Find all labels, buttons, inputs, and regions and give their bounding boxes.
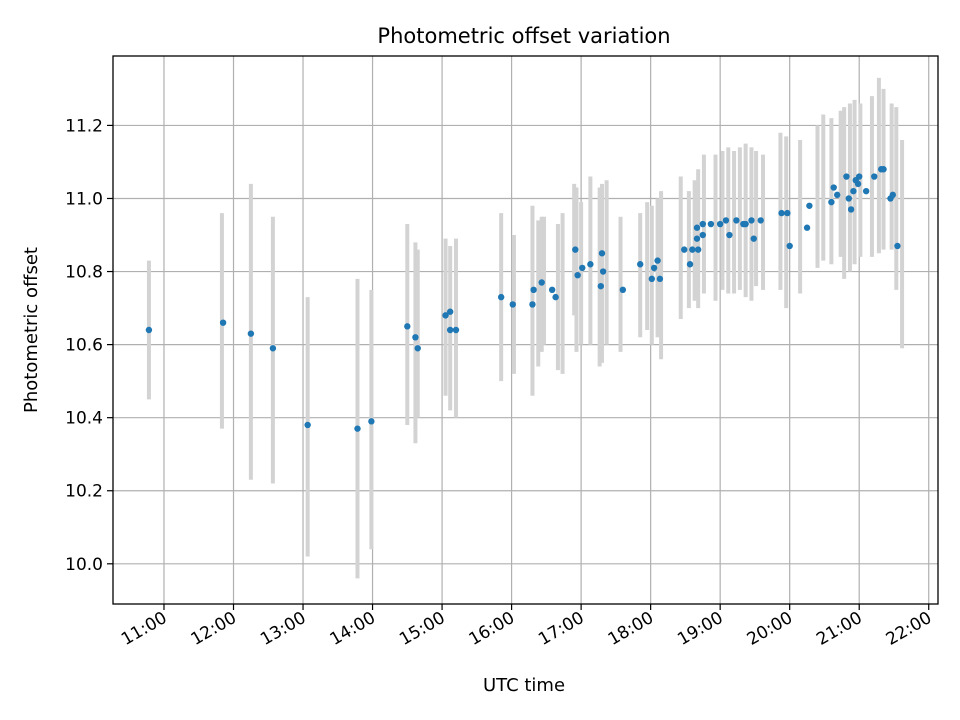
chart-title: Photometric offset variation [377,24,670,48]
x-axis-label: UTC time [483,675,565,696]
data-point [748,217,755,224]
data-point [304,421,311,429]
data-point [856,173,863,180]
data-point [843,173,850,180]
data-point [497,293,505,301]
data-point [446,308,454,315]
data-point [552,293,559,301]
data-point [509,301,516,308]
y-tick-label: 10.4 [65,409,103,429]
data-point [786,242,793,250]
data-point [689,246,696,253]
data-point [889,191,897,199]
y-tick-label: 10.0 [65,555,103,575]
data-point [694,246,702,253]
data-point [247,330,255,337]
y-axis-ticks: 10.0 10.2 10.4 10.6 10.8 11.0 11.2 [65,116,113,575]
data-point [269,345,277,352]
data-point [699,220,706,228]
data-point [681,246,688,253]
data-point [587,261,594,268]
data-point [219,319,227,326]
data-point [574,272,581,279]
y-tick-label: 11.0 [65,189,103,209]
data-point [656,275,664,283]
data-point [847,206,855,213]
data-point [778,209,785,217]
y-tick-label: 11.2 [65,116,103,136]
data-point [707,220,715,228]
data-point [803,224,811,231]
data-point [726,231,733,239]
data-point [145,326,153,334]
y-tick-label: 10.2 [65,482,103,502]
data-point [693,224,701,231]
data-point [530,286,537,294]
data-point [894,242,901,250]
data-point [598,250,606,257]
data-point [654,257,661,264]
data-point [828,198,835,206]
data-point [538,279,545,286]
data-point [529,301,536,308]
data-point [599,268,607,275]
data-point [757,217,764,224]
data-point [597,282,605,290]
data-point [452,326,460,334]
data-point [548,286,556,294]
data-point [699,231,706,239]
y-tick-label: 10.8 [65,263,103,283]
data-point [648,275,655,283]
data-point [871,173,878,180]
data-point [686,261,694,268]
data-point [833,191,841,199]
data-point [850,187,857,195]
data-point [733,217,740,224]
data-point [572,246,579,253]
data-point [446,326,454,334]
data-point [404,323,411,330]
data-point [619,286,627,294]
data-point [750,235,757,242]
plot-frame [112,55,939,605]
data-point [880,166,887,173]
data-point [722,217,730,224]
data-points [145,166,901,432]
data-point [414,345,421,352]
data-point [442,312,449,319]
data-point [412,334,419,341]
data-point [830,184,837,191]
y-tick-label: 10.6 [65,336,103,356]
data-point [354,425,361,432]
data-point [784,209,791,217]
data-point [845,195,852,202]
data-point [579,264,586,272]
data-point [716,220,724,228]
data-point [368,418,375,425]
data-point [650,264,658,272]
data-point [637,261,644,268]
y-axis-label: Photometric offset [21,247,42,413]
data-point [862,187,870,195]
data-point [742,220,749,228]
data-point [854,180,862,188]
data-point [806,202,813,209]
data-point [693,235,701,242]
